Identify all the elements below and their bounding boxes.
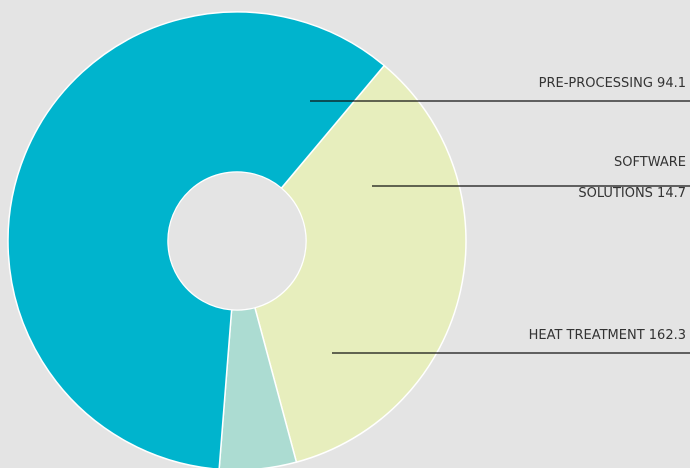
data-label-software-solutions-line-1: SOFTWARE: [614, 155, 686, 170]
data-label-heat-treatment: HEAT TREATMENT 162.3: [529, 328, 686, 343]
data-label-software-solutions-line-2: SOLUTIONS 14.7: [578, 186, 686, 201]
donut-hole: [168, 172, 306, 310]
slice-software-solutions: [218, 306, 298, 468]
slice-pre-processing: [253, 64, 467, 464]
data-label-pre-processing: PRE-PROCESSING 94.1: [539, 76, 686, 91]
slice-heat-treatment: [7, 11, 386, 468]
